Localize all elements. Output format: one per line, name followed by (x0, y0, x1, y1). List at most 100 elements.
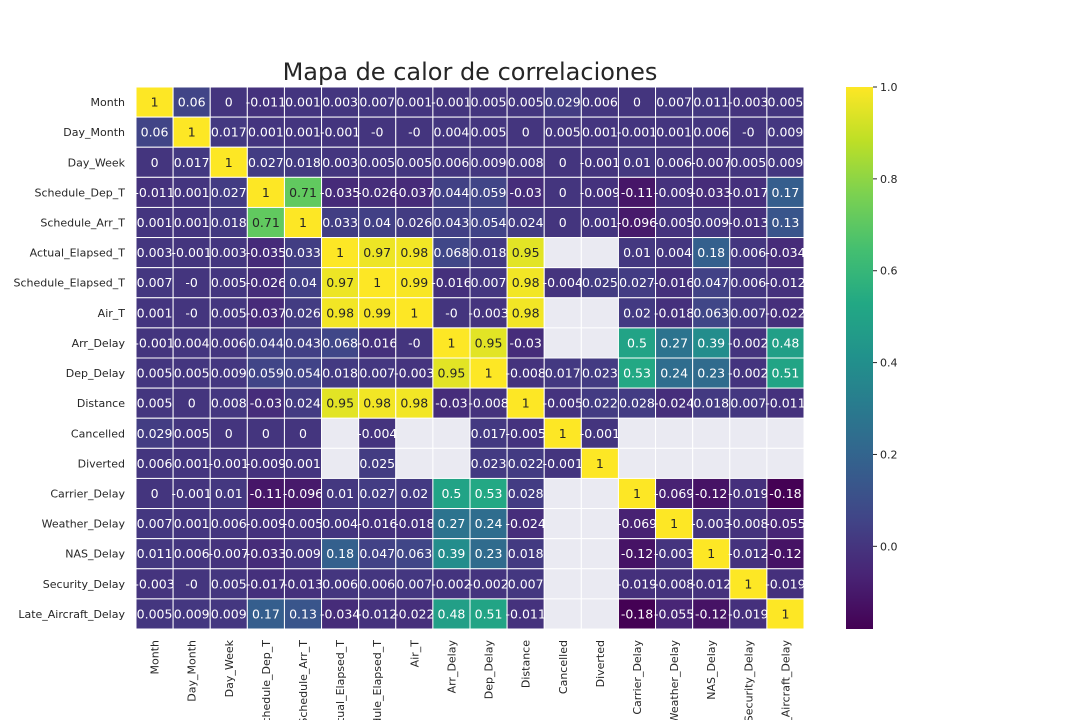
heatmap-cell-label: 0.01 (623, 155, 651, 170)
heatmap-cell (543, 237, 582, 269)
heatmap-cell-label: 0.054 (285, 366, 321, 381)
heatmap-cell-label: 0.98 (512, 305, 540, 320)
heatmap-cell (135, 417, 174, 449)
y-tick-label: Day_Week (68, 156, 126, 169)
heatmap-cell-label: 1 (373, 275, 381, 290)
heatmap-cell (729, 357, 768, 389)
heatmap-cell-label: -0.12 (621, 546, 653, 561)
heatmap-cell-label: 0.026 (285, 305, 321, 320)
y-tick-label: Dep_Delay (66, 367, 126, 380)
heatmap-cell (321, 86, 360, 118)
heatmap-cell (469, 206, 508, 239)
heatmap-cell-label: -0.004 (543, 275, 583, 290)
heatmap-cell (209, 538, 248, 570)
heatmap-cell-label: -0 (742, 125, 755, 140)
heatmap-cell-label: 0.98 (512, 275, 540, 290)
heatmap-cell (135, 86, 174, 118)
heatmap-cell-label: -0.026 (357, 185, 397, 200)
heatmap-cell-label: 0 (151, 155, 159, 170)
heatmap-cell-label: -0.003 (691, 516, 731, 531)
heatmap-cell (209, 206, 248, 239)
heatmap-cell (358, 237, 397, 269)
heatmap-cell-label: -0.035 (320, 185, 360, 200)
heatmap-cell (321, 237, 360, 269)
heatmap-cell-label: -0.003 (468, 305, 508, 320)
heatmap-cell-label: 0.059 (471, 185, 507, 200)
heatmap-cell-label: 0.006 (211, 516, 247, 531)
heatmap-cell-label: 0.004 (174, 335, 210, 350)
heatmap-cell-label: 0.005 (768, 95, 804, 110)
heatmap-cell-label: 0.043 (434, 215, 470, 230)
heatmap-cell-label: 0.018 (322, 366, 358, 381)
heatmap-cell-label: 0.009 (285, 546, 321, 561)
heatmap-cell-label: 0.006 (434, 155, 470, 170)
heatmap-cell (692, 417, 731, 449)
heatmap-cell-label: -0.001 (209, 456, 249, 471)
heatmap-cell-label: 0.5 (627, 335, 647, 350)
heatmap-cell (172, 297, 211, 329)
y-tick-label: Security_Delay (43, 578, 126, 591)
heatmap-cell (692, 237, 731, 269)
heatmap-cell (283, 297, 323, 329)
heatmap-cell (395, 297, 434, 329)
heatmap-cell (655, 387, 694, 419)
heatmap-cell-label: 0.001 (285, 125, 321, 140)
heatmap-cell-label: 0.068 (322, 335, 358, 350)
heatmap-cell-label: -0.005 (654, 215, 694, 230)
heatmap-cell (283, 447, 323, 479)
heatmap-cell (469, 417, 508, 449)
heatmap-cell (246, 267, 285, 299)
heatmap-cell-label: -0.037 (394, 185, 434, 200)
heatmap-cell-label: 0.005 (545, 125, 581, 140)
heatmap-cell-label: 0.02 (623, 305, 651, 320)
heatmap-cell-label: 0.005 (359, 155, 395, 170)
heatmap-cell-label: 0.006 (693, 125, 729, 140)
heatmap-cell-label: 0.029 (137, 426, 173, 441)
heatmap-cell (358, 327, 397, 359)
heatmap-cell-label: -0 (185, 305, 198, 320)
heatmap-cell (617, 598, 657, 630)
heatmap-cell (283, 176, 323, 208)
heatmap-cell (283, 417, 323, 449)
heatmap-cell (580, 327, 619, 359)
heatmap-cell (766, 237, 805, 269)
heatmap-cell (358, 387, 397, 419)
heatmap-cell (766, 267, 805, 299)
heatmap-cell (246, 206, 285, 239)
heatmap-cell (580, 297, 619, 329)
heatmap-cell (135, 176, 174, 208)
heatmap-cell-label: 0.02 (400, 486, 428, 501)
heatmap-cell-label: 0.005 (174, 426, 210, 441)
heatmap-cell (321, 508, 360, 540)
heatmap-cell-label: -0.019 (728, 486, 768, 501)
heatmap-cell (543, 598, 582, 630)
heatmap-cell-label: -0.096 (617, 215, 657, 230)
heatmap-cell-label: -0.002 (728, 335, 768, 350)
x-tick-label: Weather_Delay (668, 640, 681, 720)
heatmap-cell (655, 237, 694, 269)
heatmap-cell (617, 538, 657, 570)
heatmap-cell-label: -0.005 (283, 516, 323, 531)
heatmap-cell (432, 327, 471, 359)
heatmap-cell-label: 1 (633, 486, 641, 501)
x-tick-label: Cancelled (557, 640, 570, 694)
heatmap-cell-label: 0.98 (363, 396, 391, 411)
heatmap-cell-label: -0 (445, 305, 458, 320)
heatmap-cell-label: 0.003 (211, 245, 247, 260)
heatmap-cell-label: -0.005 (543, 396, 583, 411)
heatmap-cell-label: 0.005 (211, 576, 247, 591)
heatmap-cell-label: 0 (225, 426, 233, 441)
heatmap-cell (432, 146, 471, 178)
heatmap-cell-label: 0.007 (137, 516, 173, 531)
heatmap-cell (283, 357, 323, 389)
heatmap-cell-label: -0.008 (728, 516, 768, 531)
heatmap-cell-label: 0.007 (137, 275, 173, 290)
heatmap-cell (469, 146, 508, 178)
x-tick-label: Month (149, 640, 162, 675)
heatmap-cell (766, 447, 805, 479)
heatmap-cell-label: -0.18 (769, 486, 801, 501)
heatmap-cell-label: -0.003 (134, 576, 174, 591)
heatmap-cell-label: -0.024 (654, 396, 694, 411)
heatmap-cell (358, 206, 397, 239)
heatmap-cell-label: -0.12 (695, 606, 727, 621)
